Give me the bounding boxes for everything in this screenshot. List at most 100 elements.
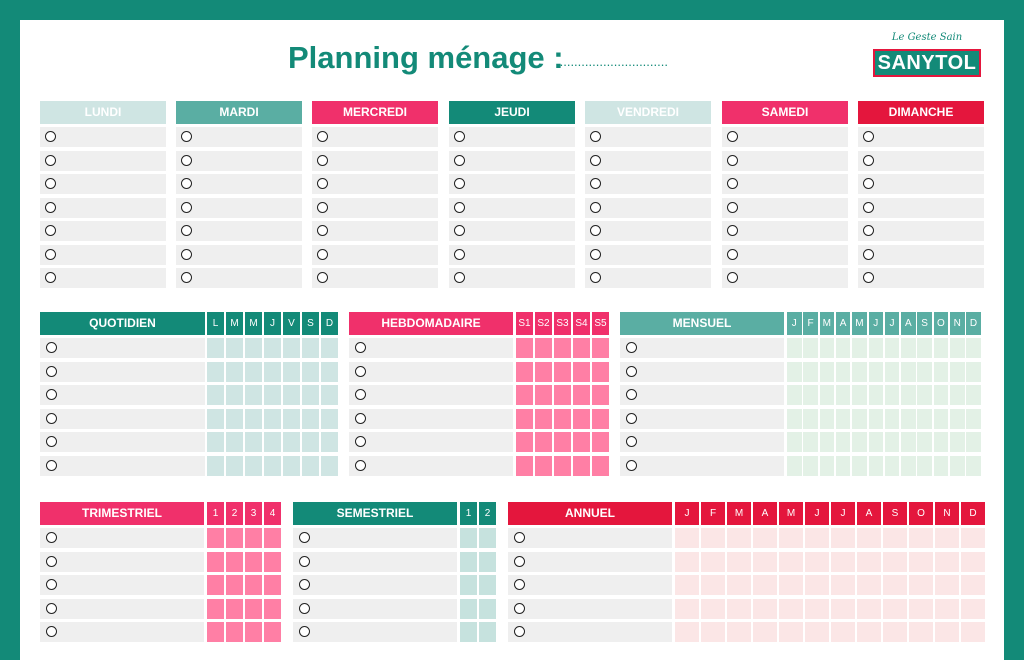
tick-cell[interactable] xyxy=(901,432,916,452)
tick-cell[interactable] xyxy=(805,575,829,595)
tick-cell[interactable] xyxy=(868,408,883,429)
tick-cell[interactable] xyxy=(819,408,835,429)
tick-cell[interactable] xyxy=(516,432,533,452)
tick-cell[interactable] xyxy=(966,361,981,382)
tick-cell[interactable] xyxy=(592,455,609,476)
tick-cell[interactable] xyxy=(283,432,300,452)
checkbox-circle-icon[interactable] xyxy=(45,131,56,142)
checkbox-circle-icon[interactable] xyxy=(590,131,601,142)
checkbox-circle-icon[interactable] xyxy=(863,248,874,260)
tick-cell[interactable] xyxy=(909,575,933,595)
checkbox-circle-icon[interactable] xyxy=(45,225,56,236)
tick-cell[interactable] xyxy=(283,455,300,476)
tick-cell[interactable] xyxy=(835,385,851,405)
checkbox-circle-icon[interactable] xyxy=(46,602,57,614)
checkbox-circle-icon[interactable] xyxy=(590,201,601,213)
tick-cell[interactable] xyxy=(933,455,949,476)
checkbox-circle-icon[interactable] xyxy=(317,272,328,283)
checkbox-circle-icon[interactable] xyxy=(355,459,366,471)
tick-cell[interactable] xyxy=(516,338,533,358)
tick-cell[interactable] xyxy=(753,598,777,619)
tick-cell[interactable] xyxy=(245,551,262,572)
tick-cell[interactable] xyxy=(573,361,590,382)
tick-cell[interactable] xyxy=(207,622,224,642)
tick-cell[interactable] xyxy=(245,338,262,358)
checkbox-circle-icon[interactable] xyxy=(626,412,637,424)
checkbox-circle-icon[interactable] xyxy=(626,365,637,377)
tick-cell[interactable] xyxy=(935,622,959,642)
tick-cell[interactable] xyxy=(675,598,699,619)
tick-cell[interactable] xyxy=(753,551,777,572)
tick-cell[interactable] xyxy=(935,551,959,572)
tick-cell[interactable] xyxy=(283,361,300,382)
tick-cell[interactable] xyxy=(535,455,552,476)
tick-cell[interactable] xyxy=(727,528,751,548)
tick-cell[interactable] xyxy=(226,551,243,572)
checkbox-circle-icon[interactable] xyxy=(514,602,525,614)
checkbox-circle-icon[interactable] xyxy=(727,272,738,283)
tick-cell[interactable] xyxy=(779,575,803,595)
tick-cell[interactable] xyxy=(933,408,949,429)
tick-cell[interactable] xyxy=(573,338,590,358)
tick-cell[interactable] xyxy=(868,432,883,452)
checkbox-circle-icon[interactable] xyxy=(454,154,465,166)
tick-cell[interactable] xyxy=(245,408,262,429)
checkbox-circle-icon[interactable] xyxy=(46,555,57,567)
tick-cell[interactable] xyxy=(803,338,818,358)
tick-cell[interactable] xyxy=(675,575,699,595)
tick-cell[interactable] xyxy=(516,455,533,476)
checkbox-circle-icon[interactable] xyxy=(727,178,738,189)
tick-cell[interactable] xyxy=(264,361,281,382)
tick-cell[interactable] xyxy=(554,361,571,382)
tick-cell[interactable] xyxy=(883,575,907,595)
tick-cell[interactable] xyxy=(207,598,224,619)
tick-cell[interactable] xyxy=(835,338,851,358)
checkbox-circle-icon[interactable] xyxy=(514,555,525,567)
tick-cell[interactable] xyxy=(245,432,262,452)
tick-cell[interactable] xyxy=(302,455,319,476)
checkbox-circle-icon[interactable] xyxy=(863,225,874,236)
tick-cell[interactable] xyxy=(592,338,609,358)
tick-cell[interactable] xyxy=(805,622,829,642)
tick-cell[interactable] xyxy=(803,455,818,476)
tick-cell[interactable] xyxy=(479,551,496,572)
checkbox-circle-icon[interactable] xyxy=(46,412,57,424)
tick-cell[interactable] xyxy=(264,551,281,572)
checkbox-circle-icon[interactable] xyxy=(454,178,465,189)
checkbox-circle-icon[interactable] xyxy=(514,626,525,637)
checkbox-circle-icon[interactable] xyxy=(355,436,366,447)
tick-cell[interactable] xyxy=(516,385,533,405)
tick-cell[interactable] xyxy=(835,408,851,429)
tick-cell[interactable] xyxy=(819,432,835,452)
tick-cell[interactable] xyxy=(264,455,281,476)
tick-cell[interactable] xyxy=(950,385,965,405)
tick-cell[interactable] xyxy=(835,432,851,452)
tick-cell[interactable] xyxy=(245,575,262,595)
tick-cell[interactable] xyxy=(852,408,867,429)
tick-cell[interactable] xyxy=(917,385,932,405)
checkbox-circle-icon[interactable] xyxy=(454,272,465,283)
tick-cell[interactable] xyxy=(883,622,907,642)
tick-cell[interactable] xyxy=(884,361,900,382)
tick-cell[interactable] xyxy=(819,385,835,405)
tick-cell[interactable] xyxy=(207,528,224,548)
tick-cell[interactable] xyxy=(933,432,949,452)
tick-cell[interactable] xyxy=(283,338,300,358)
checkbox-circle-icon[interactable] xyxy=(299,602,310,614)
tick-cell[interactable] xyxy=(302,385,319,405)
tick-cell[interactable] xyxy=(479,598,496,619)
tick-cell[interactable] xyxy=(727,622,751,642)
checkbox-circle-icon[interactable] xyxy=(45,201,56,213)
checkbox-circle-icon[interactable] xyxy=(317,201,328,213)
tick-cell[interactable] xyxy=(917,361,932,382)
checkbox-circle-icon[interactable] xyxy=(181,178,192,189)
tick-cell[interactable] xyxy=(245,622,262,642)
tick-cell[interactable] xyxy=(831,622,855,642)
tick-cell[interactable] xyxy=(554,432,571,452)
tick-cell[interactable] xyxy=(207,455,224,476)
checkbox-circle-icon[interactable] xyxy=(299,532,310,543)
tick-cell[interactable] xyxy=(226,622,243,642)
tick-cell[interactable] xyxy=(950,455,965,476)
tick-cell[interactable] xyxy=(917,338,932,358)
tick-cell[interactable] xyxy=(283,385,300,405)
